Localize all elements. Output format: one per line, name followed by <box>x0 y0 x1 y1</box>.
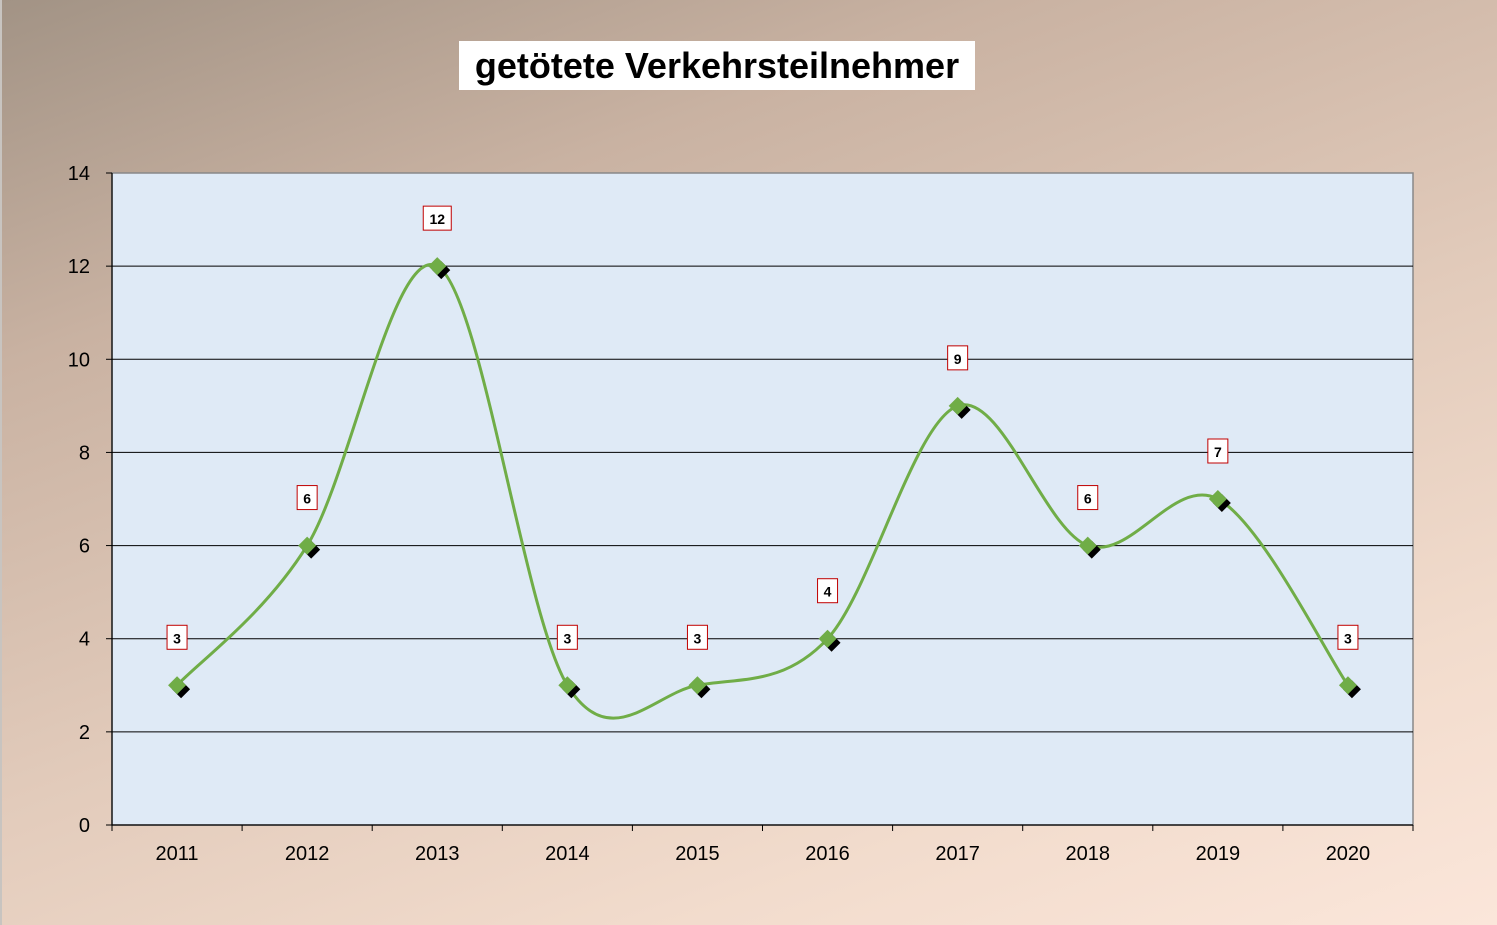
data-label-box <box>1077 485 1099 511</box>
y-tick-label: 10 <box>68 349 90 371</box>
data-label: 3 <box>563 630 571 646</box>
data-label: 3 <box>173 630 181 646</box>
data-point <box>1208 490 1227 508</box>
data-label: 9 <box>954 351 962 367</box>
chart-title: getötete Verkehrsteilnehmer <box>459 41 975 90</box>
data-label: 12 <box>429 211 445 227</box>
data-point <box>818 629 837 648</box>
y-tick-label: 0 <box>79 815 90 837</box>
data-label-box <box>556 624 578 650</box>
data-label-box <box>166 624 188 650</box>
data-label: 7 <box>1214 444 1222 460</box>
x-tick-label: 2013 <box>415 843 460 865</box>
data-label-box <box>817 578 839 604</box>
y-tick-label: 12 <box>68 256 90 278</box>
data-label: 6 <box>303 491 311 507</box>
x-tick-label: 2018 <box>1066 843 1111 865</box>
y-tick-label: 8 <box>79 442 90 464</box>
x-tick-label: 2012 <box>285 843 330 865</box>
y-tick-label: 4 <box>79 629 90 651</box>
data-point <box>1078 536 1097 555</box>
x-tick-label: 2020 <box>1326 843 1371 865</box>
data-label-box <box>296 485 318 511</box>
x-tick-label: 2015 <box>675 843 720 865</box>
x-tick-label: 2016 <box>805 843 850 865</box>
data-label: 6 <box>1084 491 1092 507</box>
data-point <box>948 396 967 415</box>
data-label-box <box>1337 624 1359 650</box>
data-point <box>168 676 187 695</box>
data-label-box <box>947 345 969 371</box>
data-point <box>688 676 707 695</box>
y-tick-label: 2 <box>79 722 90 744</box>
y-tick-label: 14 <box>68 163 90 185</box>
data-point <box>298 536 317 555</box>
window-edge <box>0 0 2 925</box>
y-tick-label: 6 <box>79 536 90 558</box>
data-label: 3 <box>694 630 702 646</box>
data-label: 3 <box>1344 630 1352 646</box>
x-tick-label: 2017 <box>935 843 980 865</box>
x-tick-label: 2019 <box>1196 843 1241 865</box>
series-line <box>175 263 1350 720</box>
data-point <box>558 676 577 695</box>
x-tick-label: 2014 <box>545 843 590 865</box>
x-tick-label: 2011 <box>156 843 199 865</box>
data-point <box>428 257 447 276</box>
data-label: 4 <box>824 584 832 600</box>
data-point <box>1338 676 1357 695</box>
data-label-box <box>686 624 708 650</box>
data-label-box <box>1207 438 1229 464</box>
data-label-box <box>422 205 452 231</box>
